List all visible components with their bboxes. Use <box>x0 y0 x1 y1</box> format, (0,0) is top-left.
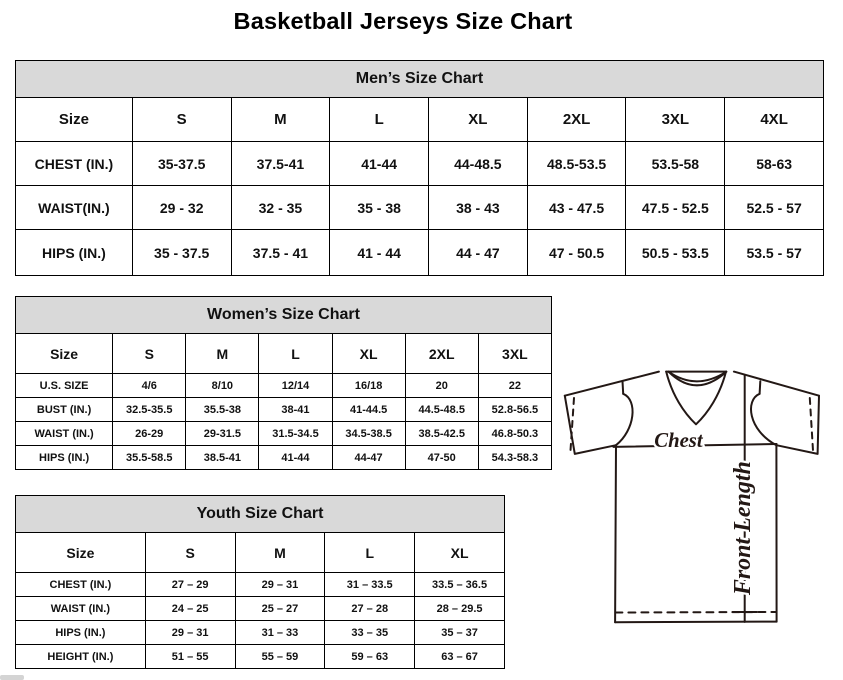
svg-text:Chest: Chest <box>654 430 704 452</box>
svg-text:Front Length: Front Length <box>730 461 756 596</box>
